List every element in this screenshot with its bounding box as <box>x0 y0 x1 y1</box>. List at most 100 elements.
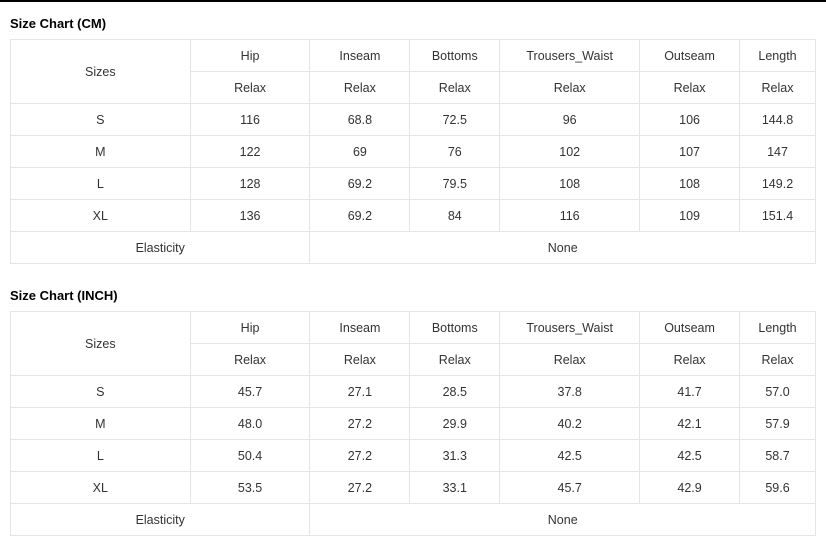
chart-title: Size Chart (CM) <box>10 16 816 31</box>
elasticity-value: None <box>310 504 816 536</box>
value-cell: 76 <box>410 136 500 168</box>
header-sublabel: Relax <box>190 344 310 376</box>
header-measure: Hip <box>190 312 310 344</box>
value-cell: 102 <box>500 136 640 168</box>
value-cell: 59.6 <box>740 472 816 504</box>
value-cell: 29.9 <box>410 408 500 440</box>
header-measure: Length <box>740 312 816 344</box>
value-cell: 27.1 <box>310 376 410 408</box>
size-charts-container: Size Chart (CM)SizesHipInseamBottomsTrou… <box>0 2 826 550</box>
spacer <box>10 264 816 282</box>
value-cell: 116 <box>500 200 640 232</box>
header-sublabel: Relax <box>640 72 740 104</box>
table-row: L12869.279.5108108149.2 <box>11 168 816 200</box>
elasticity-value: None <box>310 232 816 264</box>
table-row: XL53.527.233.145.742.959.6 <box>11 472 816 504</box>
header-measure: Trousers_Waist <box>500 312 640 344</box>
value-cell: 69.2 <box>310 200 410 232</box>
size-cell: M <box>11 408 191 440</box>
header-measure: Trousers_Waist <box>500 40 640 72</box>
value-cell: 57.0 <box>740 376 816 408</box>
value-cell: 122 <box>190 136 310 168</box>
value-cell: 37.8 <box>500 376 640 408</box>
table-row: M1226976102107147 <box>11 136 816 168</box>
value-cell: 40.2 <box>500 408 640 440</box>
table-row: M48.027.229.940.242.157.9 <box>11 408 816 440</box>
value-cell: 42.9 <box>640 472 740 504</box>
value-cell: 147 <box>740 136 816 168</box>
value-cell: 116 <box>190 104 310 136</box>
header-sublabel: Relax <box>190 72 310 104</box>
size-cell: S <box>11 104 191 136</box>
table-row: XL13669.284116109151.4 <box>11 200 816 232</box>
header-sublabel: Relax <box>640 344 740 376</box>
header-measure: Hip <box>190 40 310 72</box>
size-chart-table: SizesHipInseamBottomsTrousers_WaistOutse… <box>10 39 816 264</box>
header-sizes: Sizes <box>11 40 191 104</box>
size-chart-table: SizesHipInseamBottomsTrousers_WaistOutse… <box>10 311 816 536</box>
header-sublabel: Relax <box>500 72 640 104</box>
value-cell: 108 <box>500 168 640 200</box>
header-measure: Bottoms <box>410 40 500 72</box>
header-sublabel: Relax <box>740 344 816 376</box>
value-cell: 27.2 <box>310 408 410 440</box>
value-cell: 107 <box>640 136 740 168</box>
value-cell: 45.7 <box>190 376 310 408</box>
value-cell: 42.1 <box>640 408 740 440</box>
value-cell: 41.7 <box>640 376 740 408</box>
header-sublabel: Relax <box>500 344 640 376</box>
elasticity-label: Elasticity <box>11 232 310 264</box>
header-measure: Inseam <box>310 40 410 72</box>
value-cell: 69.2 <box>310 168 410 200</box>
size-cell: S <box>11 376 191 408</box>
value-cell: 48.0 <box>190 408 310 440</box>
value-cell: 108 <box>640 168 740 200</box>
header-sublabel: Relax <box>310 344 410 376</box>
value-cell: 72.5 <box>410 104 500 136</box>
value-cell: 28.5 <box>410 376 500 408</box>
value-cell: 149.2 <box>740 168 816 200</box>
value-cell: 109 <box>640 200 740 232</box>
header-sizes: Sizes <box>11 312 191 376</box>
size-cell: L <box>11 168 191 200</box>
value-cell: 31.3 <box>410 440 500 472</box>
size-cell: L <box>11 440 191 472</box>
value-cell: 33.1 <box>410 472 500 504</box>
value-cell: 57.9 <box>740 408 816 440</box>
value-cell: 42.5 <box>500 440 640 472</box>
value-cell: 42.5 <box>640 440 740 472</box>
size-cell: XL <box>11 472 191 504</box>
value-cell: 136 <box>190 200 310 232</box>
table-row: L50.427.231.342.542.558.7 <box>11 440 816 472</box>
size-cell: XL <box>11 200 191 232</box>
header-measure: Outseam <box>640 40 740 72</box>
value-cell: 128 <box>190 168 310 200</box>
value-cell: 53.5 <box>190 472 310 504</box>
value-cell: 69 <box>310 136 410 168</box>
value-cell: 106 <box>640 104 740 136</box>
table-row: S11668.872.596106144.8 <box>11 104 816 136</box>
header-measure: Bottoms <box>410 312 500 344</box>
chart-title: Size Chart (INCH) <box>10 288 816 303</box>
value-cell: 27.2 <box>310 472 410 504</box>
value-cell: 144.8 <box>740 104 816 136</box>
value-cell: 50.4 <box>190 440 310 472</box>
value-cell: 79.5 <box>410 168 500 200</box>
value-cell: 27.2 <box>310 440 410 472</box>
elasticity-label: Elasticity <box>11 504 310 536</box>
header-sublabel: Relax <box>740 72 816 104</box>
header-sublabel: Relax <box>310 72 410 104</box>
value-cell: 151.4 <box>740 200 816 232</box>
size-cell: M <box>11 136 191 168</box>
value-cell: 84 <box>410 200 500 232</box>
value-cell: 96 <box>500 104 640 136</box>
header-measure: Outseam <box>640 312 740 344</box>
header-sublabel: Relax <box>410 344 500 376</box>
value-cell: 58.7 <box>740 440 816 472</box>
value-cell: 68.8 <box>310 104 410 136</box>
table-row: S45.727.128.537.841.757.0 <box>11 376 816 408</box>
header-measure: Length <box>740 40 816 72</box>
header-sublabel: Relax <box>410 72 500 104</box>
value-cell: 45.7 <box>500 472 640 504</box>
header-measure: Inseam <box>310 312 410 344</box>
